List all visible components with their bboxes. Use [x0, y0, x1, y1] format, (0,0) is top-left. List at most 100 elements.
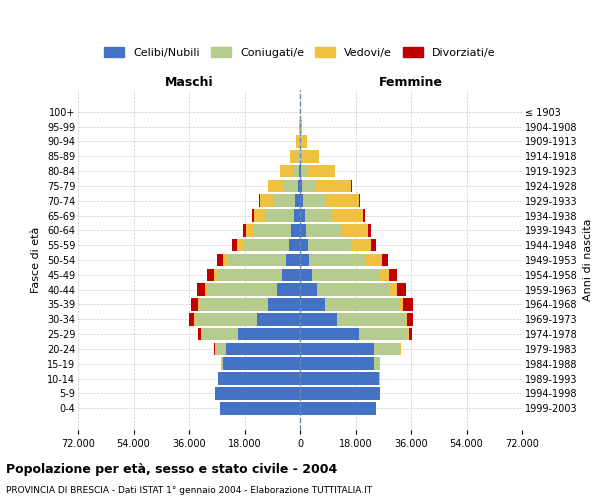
Bar: [300, 120, 302, 133]
Bar: [226, 342, 300, 355]
Bar: [223, 254, 227, 266]
Bar: [254, 224, 292, 236]
Bar: [300, 313, 337, 326]
Bar: [274, 194, 295, 207]
Bar: [301, 165, 307, 177]
Bar: [265, 209, 294, 222]
Bar: [293, 165, 299, 177]
Bar: [294, 209, 300, 222]
Bar: [208, 284, 277, 296]
Bar: [238, 328, 300, 340]
Bar: [205, 284, 208, 296]
Bar: [286, 254, 300, 266]
Bar: [379, 268, 389, 281]
Bar: [277, 284, 300, 296]
Bar: [289, 239, 300, 252]
Bar: [351, 239, 371, 252]
Bar: [243, 224, 246, 236]
Bar: [301, 150, 302, 162]
Bar: [300, 224, 306, 236]
Bar: [317, 284, 389, 296]
Bar: [397, 284, 406, 296]
Bar: [298, 180, 300, 192]
Bar: [389, 268, 397, 281]
Y-axis label: Anni di nascita: Anni di nascita: [583, 219, 593, 301]
Bar: [237, 239, 243, 252]
Bar: [337, 313, 405, 326]
Bar: [207, 268, 214, 281]
Bar: [290, 150, 298, 162]
Text: Popolazione per età, sesso e stato civile - 2004: Popolazione per età, sesso e stato civil…: [6, 462, 337, 475]
Bar: [379, 372, 380, 385]
Bar: [232, 239, 237, 252]
Bar: [253, 209, 254, 222]
Bar: [300, 358, 374, 370]
Bar: [296, 135, 299, 147]
Bar: [300, 298, 325, 311]
Bar: [299, 165, 300, 177]
Bar: [409, 328, 412, 340]
Bar: [195, 313, 257, 326]
Bar: [300, 194, 304, 207]
Bar: [325, 298, 398, 311]
Bar: [191, 298, 198, 311]
Bar: [332, 209, 363, 222]
Bar: [298, 150, 299, 162]
Bar: [302, 180, 316, 192]
Bar: [304, 194, 325, 207]
Bar: [214, 268, 217, 281]
Bar: [374, 358, 380, 370]
Bar: [407, 313, 413, 326]
Bar: [218, 372, 300, 385]
Bar: [202, 328, 238, 340]
Bar: [243, 239, 289, 252]
Bar: [189, 313, 194, 326]
Bar: [214, 342, 215, 355]
Bar: [368, 224, 371, 236]
Bar: [260, 194, 274, 207]
Bar: [217, 268, 282, 281]
Bar: [398, 298, 403, 311]
Bar: [197, 284, 205, 296]
Bar: [221, 358, 223, 370]
Bar: [257, 313, 300, 326]
Bar: [215, 387, 300, 400]
Bar: [341, 224, 368, 236]
Bar: [300, 387, 380, 400]
Bar: [300, 268, 313, 281]
Bar: [198, 328, 201, 340]
Bar: [299, 120, 300, 133]
Bar: [313, 268, 379, 281]
Bar: [223, 358, 300, 370]
Bar: [300, 328, 359, 340]
Bar: [220, 402, 300, 414]
Bar: [268, 298, 300, 311]
Bar: [217, 254, 223, 266]
Bar: [403, 298, 413, 311]
Bar: [282, 268, 300, 281]
Bar: [309, 254, 366, 266]
Bar: [382, 254, 388, 266]
Bar: [300, 209, 305, 222]
Bar: [305, 209, 332, 222]
Bar: [198, 298, 200, 311]
Bar: [254, 209, 265, 222]
Bar: [194, 313, 195, 326]
Bar: [300, 165, 301, 177]
Text: Maschi: Maschi: [164, 76, 214, 89]
Bar: [389, 284, 397, 296]
Bar: [292, 224, 300, 236]
Bar: [408, 328, 409, 340]
Bar: [200, 298, 268, 311]
Bar: [366, 254, 382, 266]
Text: Femmine: Femmine: [379, 76, 443, 89]
Bar: [301, 135, 307, 147]
Bar: [308, 239, 351, 252]
Bar: [268, 180, 284, 192]
Text: PROVINCIA DI BRESCIA - Dati ISTAT 1° gennaio 2004 - Elaborazione TUTTITALIA.IT: PROVINCIA DI BRESCIA - Dati ISTAT 1° gen…: [6, 486, 372, 495]
Bar: [215, 342, 226, 355]
Bar: [300, 180, 302, 192]
Bar: [295, 194, 300, 207]
Legend: Celibi/Nubili, Coniugati/e, Vedovi/e, Divorziati/e: Celibi/Nubili, Coniugati/e, Vedovi/e, Di…: [100, 43, 500, 62]
Bar: [300, 284, 317, 296]
